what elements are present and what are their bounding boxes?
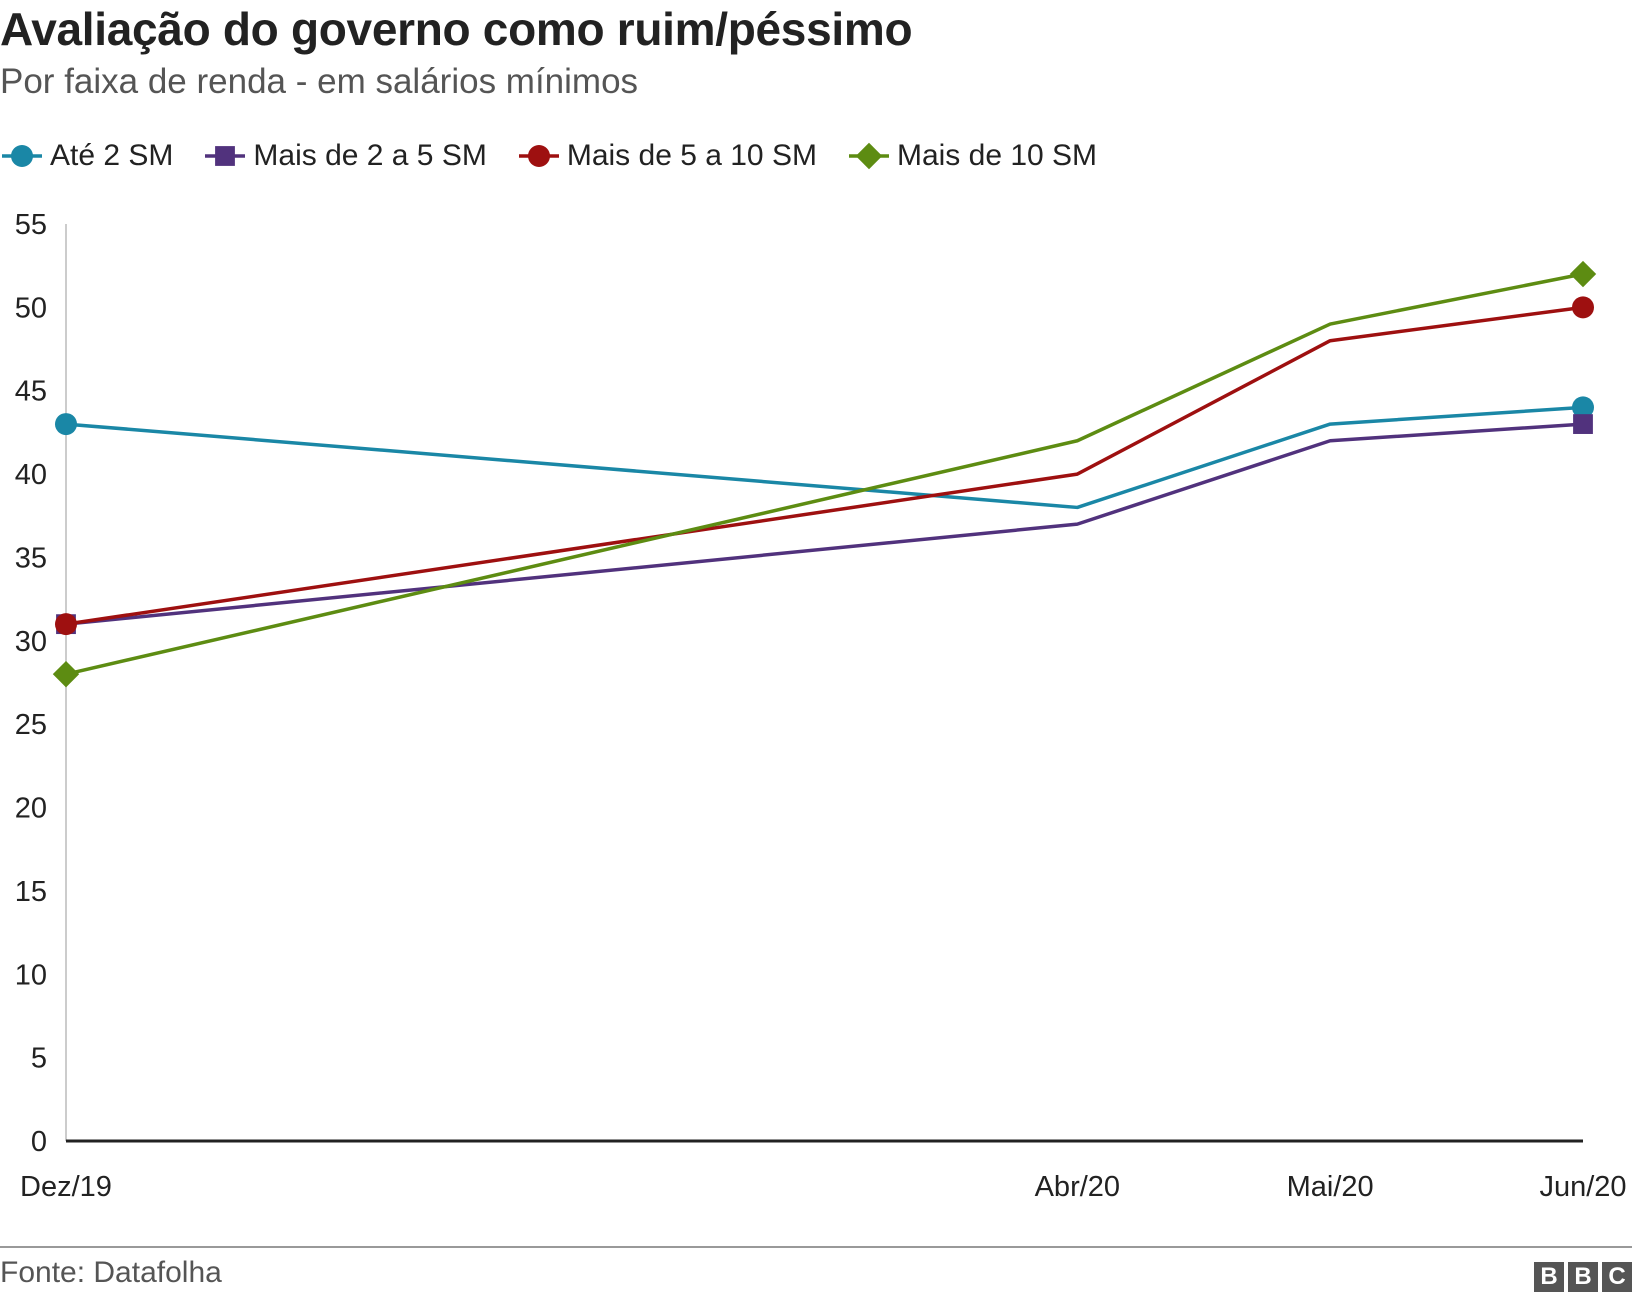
data-point bbox=[1572, 296, 1594, 319]
legend-label: Mais de 10 SM bbox=[896, 139, 1098, 172]
y-tick-label: 0 bbox=[31, 1126, 47, 1158]
y-tick-label: 25 bbox=[15, 709, 47, 741]
series-3-markers bbox=[55, 296, 1594, 636]
series-line bbox=[64, 305, 1585, 626]
data-point bbox=[1572, 396, 1594, 419]
y-tick-label: 45 bbox=[15, 376, 47, 408]
legend-item: Mais de 2 a 5 SM bbox=[203, 139, 487, 173]
footer-divider bbox=[0, 1246, 1632, 1248]
y-tick-label: 15 bbox=[15, 876, 47, 908]
legend-label: Mais de 5 a 10 SM bbox=[566, 139, 817, 172]
y-tick-label: 5 bbox=[31, 1043, 47, 1075]
series-line bbox=[64, 422, 1585, 626]
y-tick-label: 20 bbox=[15, 793, 47, 825]
series-line bbox=[64, 272, 1585, 676]
y-tick-label: 30 bbox=[15, 626, 47, 658]
data-point bbox=[1569, 260, 1597, 288]
legend-item: Até 2 SM bbox=[0, 139, 173, 173]
legend-marker bbox=[2, 145, 42, 167]
y-tick-label: 35 bbox=[15, 542, 47, 574]
data-point bbox=[52, 660, 80, 688]
x-tick-label: Abr/20 bbox=[1035, 1171, 1120, 1203]
source-note: Fonte: Datafolha bbox=[0, 1256, 222, 1289]
x-tick-label: Dez/19 bbox=[20, 1171, 112, 1203]
line-chart: 0 5 10 15 20 25 30 35 40 45 50 55 Dez/19 Abr/20 Mai/20… bbox=[15, 209, 1627, 1203]
legend-marker bbox=[518, 145, 559, 167]
legend-label: Até 2 SM bbox=[50, 139, 174, 172]
series-1 bbox=[64, 405, 1585, 510]
data-point bbox=[55, 613, 77, 636]
series-3 bbox=[64, 305, 1585, 626]
legend-symbol bbox=[855, 142, 883, 170]
y-tick-label: 10 bbox=[15, 959, 47, 991]
x-tick-label: Jun/20 bbox=[1539, 1171, 1626, 1203]
series-line bbox=[64, 405, 1585, 510]
legend-symbol bbox=[11, 145, 33, 167]
data-point bbox=[55, 413, 77, 436]
y-tick-labels: 0 5 10 15 20 25 30 35 40 45 50 55 bbox=[15, 209, 47, 1158]
legend-symbol bbox=[215, 146, 236, 166]
y-tick-label: 55 bbox=[15, 209, 47, 241]
series-4-markers bbox=[52, 260, 1597, 688]
y-tick-label: 50 bbox=[15, 292, 47, 324]
x-tick-label: Mai/20 bbox=[1287, 1171, 1374, 1203]
series-4 bbox=[64, 272, 1585, 676]
series-1-markers bbox=[55, 396, 1594, 436]
legend-marker bbox=[205, 146, 246, 166]
legend-item: Mais de 5 a 10 SM bbox=[517, 139, 817, 173]
bbc-logo-letter: B bbox=[1534, 1262, 1564, 1292]
bbc-logo-letter: C bbox=[1602, 1262, 1632, 1292]
bbc-logo-letter: B bbox=[1568, 1262, 1598, 1292]
chart-title: Avaliação do governo como ruim/péssimo bbox=[0, 3, 913, 55]
chart-subtitle: Por faixa de renda - em salários mínimos bbox=[0, 62, 639, 101]
legend-marker bbox=[848, 142, 889, 170]
y-tick-label: 40 bbox=[15, 459, 47, 491]
data-point bbox=[1573, 414, 1593, 434]
chart-legend: Até 2 SM Mais de 2 a 5 SM Mais de 5 a 10 S… bbox=[0, 134, 1127, 178]
x-tick-labels: Dez/19 Abr/20 Mai/20 Jun/20 bbox=[20, 1171, 1626, 1203]
legend-label: Mais de 2 a 5 SM bbox=[253, 139, 487, 172]
legend-item: Mais de 10 SM bbox=[847, 139, 1097, 173]
series-2 bbox=[64, 422, 1585, 626]
legend-symbol bbox=[527, 145, 550, 167]
